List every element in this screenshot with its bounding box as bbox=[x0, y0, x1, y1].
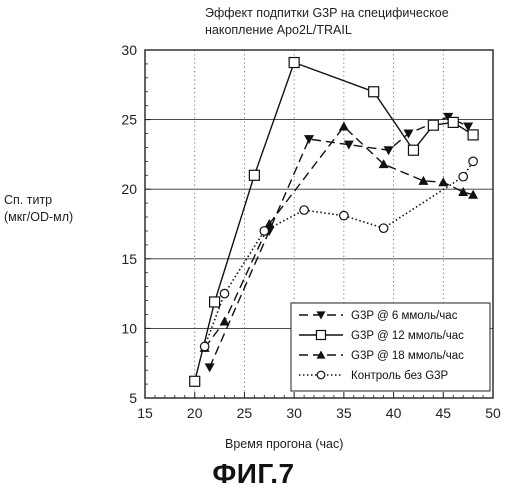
data-point bbox=[418, 176, 428, 185]
x-tick-label: 40 bbox=[386, 405, 402, 421]
data-point bbox=[458, 187, 468, 196]
data-point bbox=[317, 331, 326, 340]
y-tick-label: 30 bbox=[121, 42, 137, 58]
y-tick-label: 10 bbox=[121, 320, 137, 336]
data-point bbox=[408, 145, 418, 155]
data-point bbox=[448, 117, 458, 127]
data-point bbox=[459, 172, 468, 181]
legend: G3P @ 6 ммоль/час G3P @ 12 ммоль/час G3P @… bbox=[291, 303, 490, 391]
figure-label: ФИГ.7 bbox=[0, 458, 507, 490]
legend-label: Контроль без G3P bbox=[351, 370, 449, 382]
y-tick-label: 20 bbox=[121, 181, 137, 197]
x-tick-label: 45 bbox=[435, 405, 451, 421]
data-point bbox=[344, 141, 354, 150]
data-point bbox=[384, 146, 394, 155]
x-tick-label: 25 bbox=[237, 405, 253, 421]
data-point bbox=[300, 206, 309, 215]
data-point bbox=[468, 130, 478, 140]
x-tick-label: 15 bbox=[137, 405, 153, 421]
y-tick-label: 15 bbox=[121, 251, 137, 267]
data-point bbox=[205, 363, 215, 372]
x-tick-label: 30 bbox=[286, 405, 302, 421]
data-point bbox=[438, 177, 448, 186]
x-axis-label: Время прогона (час) bbox=[225, 437, 343, 451]
y-tick-label: 5 bbox=[129, 390, 137, 406]
data-point bbox=[249, 170, 259, 180]
data-point bbox=[469, 157, 478, 166]
x-tick-label: 20 bbox=[187, 405, 203, 421]
y-tick-label: 25 bbox=[121, 112, 137, 128]
data-point bbox=[220, 289, 229, 298]
data-point bbox=[340, 211, 349, 220]
legend-label: G3P @ 12 ммоль/час bbox=[351, 330, 464, 342]
data-point bbox=[200, 342, 209, 351]
x-tick-label: 50 bbox=[485, 405, 501, 421]
data-point bbox=[379, 224, 388, 233]
data-point bbox=[260, 227, 269, 236]
data-point bbox=[317, 371, 325, 379]
legend-label: G3P @ 6 ммоль/час bbox=[351, 310, 458, 322]
data-point bbox=[289, 58, 299, 68]
data-point bbox=[220, 316, 230, 325]
data-point bbox=[428, 120, 438, 130]
data-point bbox=[190, 376, 200, 386]
data-point bbox=[369, 87, 379, 97]
legend-label: G3P @ 18 ммоль/час bbox=[351, 350, 464, 362]
x-tick-label: 35 bbox=[336, 405, 352, 421]
data-point bbox=[210, 297, 220, 307]
data-point bbox=[339, 122, 349, 131]
